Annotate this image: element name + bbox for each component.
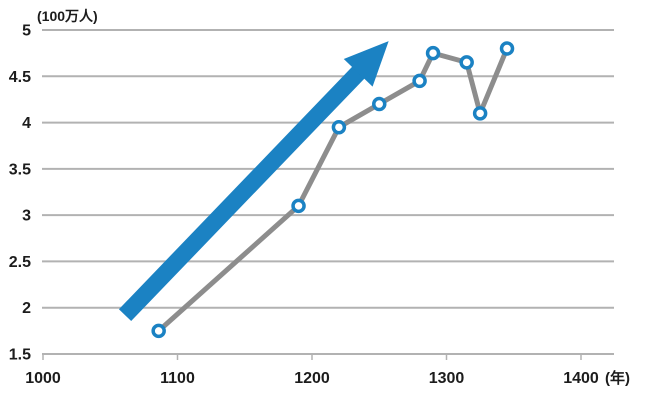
y-axis-tick-label: 2 bbox=[22, 300, 31, 317]
data-point-marker bbox=[472, 106, 488, 121]
data-point-marker bbox=[499, 41, 515, 56]
y-axis-tick-label: 4 bbox=[22, 115, 31, 132]
trend-arrow-head bbox=[343, 41, 389, 87]
y-axis-tick-label: 4.5 bbox=[9, 69, 31, 86]
y-axis-tick-label: 5 bbox=[22, 23, 31, 40]
x-axis-tick-label: 1400 bbox=[563, 370, 599, 387]
data-point-marker bbox=[151, 323, 166, 339]
x-axis-tick-label: 1100 bbox=[160, 370, 195, 387]
x-axis-tick-label: 1200 bbox=[294, 370, 330, 387]
x-axis-tick-label: 1000 bbox=[25, 370, 61, 387]
trend-arrow-shaft bbox=[118, 61, 370, 322]
x-axis-tick-label: 1300 bbox=[429, 370, 465, 387]
data-point-marker bbox=[291, 198, 306, 214]
x-axis-unit-label: (年) bbox=[605, 369, 630, 387]
y-axis-tick-label: 3.5 bbox=[9, 161, 31, 178]
data-point-marker bbox=[459, 55, 474, 70]
y-axis-tick-label: 1.5 bbox=[9, 347, 31, 364]
population-series-layer bbox=[151, 41, 515, 339]
y-axis-unit-label: (100万人) bbox=[37, 8, 98, 24]
data-point-marker bbox=[425, 45, 441, 61]
data-point-marker bbox=[372, 96, 387, 112]
y-axis-tick-label: 3 bbox=[22, 208, 31, 225]
data-point-marker bbox=[412, 73, 427, 89]
axis-labels-layer: 1.5 2 2.5 3 3.5 4 4.5 5 1000 1100 1200 1300 1400 bbox=[9, 23, 599, 388]
data-point-marker bbox=[331, 119, 347, 135]
y-axis-tick-label: 2.5 bbox=[9, 254, 31, 271]
trend-arrow-layer bbox=[118, 41, 389, 322]
